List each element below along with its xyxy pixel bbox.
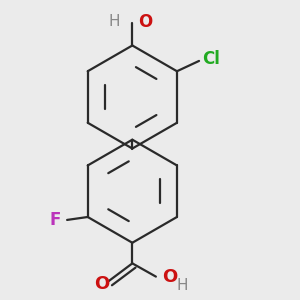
Text: O: O (162, 268, 177, 286)
Text: F: F (50, 211, 61, 229)
Text: H: H (109, 14, 120, 29)
Text: H: H (176, 278, 188, 293)
Text: Cl: Cl (202, 50, 220, 68)
Text: O: O (94, 275, 109, 293)
Text: O: O (138, 13, 152, 31)
